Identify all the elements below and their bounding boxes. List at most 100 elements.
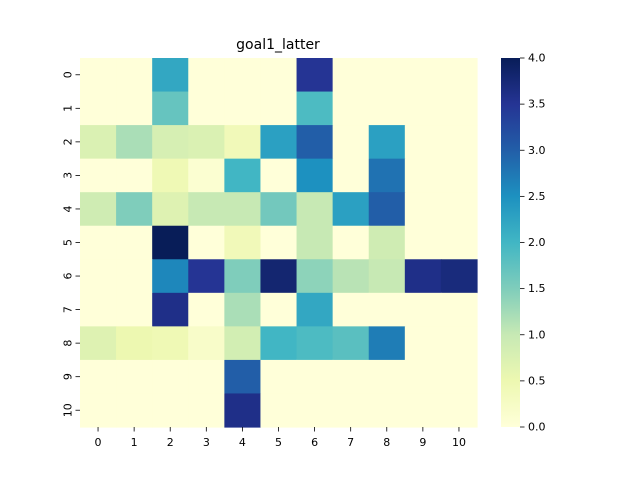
heatmap-cell	[296, 125, 334, 160]
colorbar-tick-label: 2.5	[528, 190, 546, 203]
heatmap-cell	[404, 292, 442, 327]
y-tick-label: 5	[62, 239, 75, 246]
heatmap-cell	[152, 393, 189, 428]
heatmap-cell	[260, 359, 298, 395]
heatmap-cell	[224, 192, 262, 227]
colorbar-tick-label: 1.0	[528, 328, 546, 341]
y-tick-label: 0	[62, 71, 75, 78]
heatmap-cell	[296, 393, 334, 428]
heatmap-cell	[80, 259, 117, 294]
heatmap-cell	[224, 259, 262, 294]
heatmap-cell	[440, 292, 478, 327]
heatmap-cell	[440, 91, 478, 126]
x-tick-label: 3	[203, 436, 210, 449]
heatmap-cell	[332, 359, 370, 395]
y-tick-label: 10	[62, 403, 75, 417]
heatmap-cell	[368, 259, 406, 294]
x-tick-label: 1	[131, 436, 138, 449]
heatmap-cell	[404, 125, 442, 160]
heatmap-cell	[224, 91, 262, 126]
x-tick-label: 0	[95, 436, 102, 449]
heatmap-cell	[260, 125, 298, 160]
heatmap-cell	[332, 259, 370, 294]
heatmap-cell	[188, 125, 225, 160]
heatmap-cell	[440, 158, 478, 193]
heatmap-cell	[188, 58, 225, 93]
x-tick-label: 6	[311, 436, 318, 449]
heatmap-cell	[116, 225, 153, 260]
heatmap-cell	[332, 58, 370, 93]
heatmap-cell	[332, 393, 370, 428]
heatmap-cell	[260, 225, 298, 260]
heatmap-cell	[332, 326, 370, 361]
heatmap-cell	[80, 326, 117, 361]
heatmap-cell	[296, 259, 334, 294]
heatmap-cell	[80, 158, 117, 193]
y-tick-label: 3	[62, 172, 75, 179]
heatmap-cell	[368, 125, 406, 160]
heatmap-cell	[224, 158, 262, 193]
heatmap-cell	[224, 225, 262, 260]
heatmap-cell	[116, 326, 153, 361]
heatmap-cell	[224, 359, 262, 395]
heatmap-cell	[80, 225, 117, 260]
heatmap-cell	[224, 125, 262, 160]
heatmap-cell	[116, 125, 153, 160]
heatmap-cell	[152, 192, 189, 227]
heatmap-cell	[80, 192, 117, 227]
heatmap-cell	[260, 259, 298, 294]
heatmap-cell	[116, 91, 153, 126]
heatmap-cell	[80, 359, 117, 395]
heatmap-cell	[116, 292, 153, 327]
y-tick-label: 9	[62, 373, 75, 380]
heatmap-cell	[440, 259, 478, 294]
heatmap-cell	[440, 393, 478, 428]
heatmap-cell	[260, 292, 298, 327]
y-tick-label: 7	[62, 306, 75, 313]
heatmap-cell	[332, 225, 370, 260]
heatmap-cell	[260, 91, 298, 126]
heatmap-cell	[152, 125, 189, 160]
heatmap-cell	[404, 326, 442, 361]
heatmap-cell	[188, 359, 225, 395]
heatmap-cell	[368, 158, 406, 193]
heatmap-cell	[440, 359, 478, 395]
heatmap-cell	[440, 225, 478, 260]
colorbar-tick-label: 1.5	[528, 282, 546, 295]
x-tick-label: 5	[275, 436, 282, 449]
chart-title: goal1_latter	[236, 37, 320, 53]
heatmap-cell	[188, 259, 225, 294]
heatmap-cell	[296, 326, 334, 361]
heatmap-cell	[368, 393, 406, 428]
y-tick-label: 2	[62, 138, 75, 145]
heatmap-cell	[332, 91, 370, 126]
heatmap-cell	[368, 326, 406, 361]
heatmap-cell	[116, 259, 153, 294]
y-axis: 0 1 2 3 4 5 6 7 8 9 10	[62, 71, 80, 417]
colorbar: 0.0 0.5 1.0 1.5 2.0 2.5 3.0 3.5 4.0	[501, 52, 546, 434]
heatmap-cell	[152, 158, 189, 193]
x-tick-label: 8	[383, 436, 390, 449]
heatmap-cell	[404, 259, 442, 294]
heatmap-cell	[116, 58, 153, 93]
colorbar-tick-label: 0.0	[528, 421, 546, 434]
heatmap-cell	[152, 326, 189, 361]
heatmap-cell	[152, 225, 189, 260]
heatmap-cells	[80, 58, 478, 428]
heatmap-cell	[80, 58, 117, 93]
x-tick-label: 9	[419, 436, 426, 449]
x-tick-label: 7	[347, 436, 354, 449]
x-tick-label: 4	[239, 436, 246, 449]
colorbar-tick-label: 0.5	[528, 374, 546, 387]
heatmap-cell	[80, 91, 117, 126]
heatmap-cell	[440, 192, 478, 227]
heatmap-cell	[188, 326, 225, 361]
heatmap-cell	[224, 292, 262, 327]
x-tick-label: 10	[452, 436, 466, 449]
heatmap-cell	[80, 393, 117, 428]
heatmap-cell	[188, 393, 225, 428]
heatmap-cell	[440, 125, 478, 160]
heatmap-cell	[368, 292, 406, 327]
heatmap-cell	[332, 158, 370, 193]
heatmap-cell	[404, 192, 442, 227]
